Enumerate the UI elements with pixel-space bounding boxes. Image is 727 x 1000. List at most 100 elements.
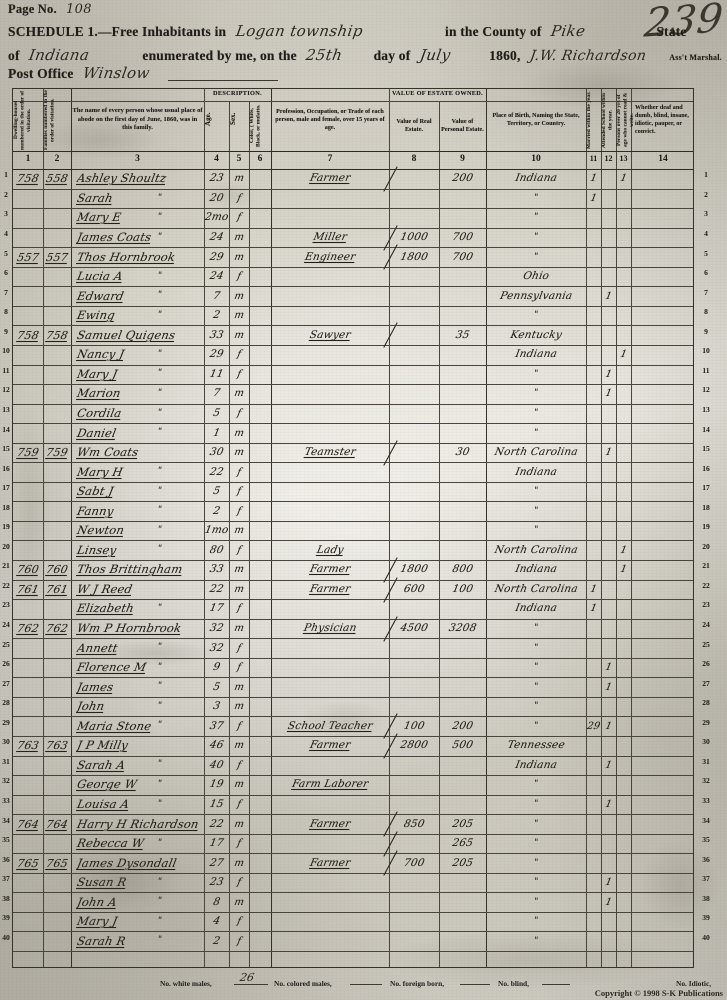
cell-age: 5 — [212, 485, 222, 498]
cell-occupation: Teamster — [303, 446, 357, 459]
cell-personal-estate: 700 — [451, 250, 475, 263]
cell-name: Ashley Shoultz — [75, 171, 168, 186]
column-header-3: The name of every person whose usual pla… — [72, 107, 203, 132]
cell-birthplace: Kentucky — [509, 328, 564, 341]
cell-sex: f — [236, 505, 243, 517]
column-header-8: Value of Real Estate. — [396, 118, 432, 133]
name-ditto-mark: " — [156, 309, 163, 320]
cell-dwelling: 764 — [16, 817, 41, 831]
cell-family: 759 — [45, 446, 70, 460]
cell-birthplace: Indiana — [514, 348, 559, 361]
column-number-8: 8 — [411, 154, 417, 164]
cell-sex: m — [233, 447, 246, 459]
value-slash-mark — [383, 733, 399, 759]
column-divider-3 — [204, 89, 205, 967]
row-divider — [13, 540, 693, 542]
cell-name: Linsey — [75, 542, 118, 557]
cell-age: 2 — [212, 934, 222, 947]
cell-birthplace: " — [533, 623, 539, 634]
enumeration-line: of Indiana enumerated by me, on the 25th… — [8, 46, 722, 64]
row-divider — [13, 227, 693, 229]
row-divider — [13, 579, 693, 581]
cell-sex: f — [236, 486, 243, 498]
cell-sex: m — [233, 623, 246, 635]
summary-footer: No. white males, 26 No. colored males, N… — [12, 968, 711, 994]
column-divider-13 — [631, 89, 632, 967]
value-slash-mark — [383, 166, 399, 192]
cell-name: Nancy J — [75, 347, 126, 362]
cell-birthplace: " — [533, 525, 539, 536]
cell-sex: m — [233, 427, 246, 439]
column-header-6: Color, { White, Black, or mulatto. — [249, 104, 262, 148]
cell-personal-estate: 3208 — [447, 622, 478, 635]
cell-personal-estate: 265 — [451, 837, 475, 850]
value-slash-mark — [383, 576, 399, 603]
cell-sex: f — [236, 368, 243, 380]
row-divider — [13, 560, 693, 561]
cell-birthplace: Indiana — [514, 563, 559, 576]
cell-sex: f — [236, 192, 243, 204]
cell-sex: f — [236, 720, 243, 732]
column-header-11: Married within the year. — [586, 91, 592, 149]
day-label: day of — [373, 48, 411, 63]
cell-name: Lucia A — [75, 269, 125, 284]
page-no-label: Page No. — [8, 2, 57, 16]
cell-sex: m — [233, 857, 246, 869]
cell-age: 5 — [212, 406, 222, 419]
cell-age: 22 — [208, 817, 225, 830]
cell-sex: m — [233, 896, 246, 908]
cell-sex: f — [236, 466, 243, 478]
column-number-13: 13 — [619, 154, 628, 163]
cell-sex: m — [233, 290, 246, 302]
cell-birthplace: North Carolina — [493, 582, 579, 595]
cell-age: 32 — [208, 641, 225, 654]
name-ditto-mark: " — [156, 348, 163, 359]
cell-age: 2 — [212, 504, 222, 517]
county-label: in the County of — [445, 24, 542, 39]
cell-age: 40 — [208, 758, 225, 771]
column-number-7: 7 — [327, 154, 333, 164]
cell-dwelling: 557 — [16, 250, 41, 264]
cell-sex: m — [233, 701, 246, 713]
cell-name: Rebecca W — [75, 836, 146, 851]
row-divider — [13, 520, 693, 522]
row-divider — [13, 833, 693, 835]
header-rule — [13, 151, 693, 152]
cell-age: 24 — [208, 270, 225, 283]
cell-dwelling: 758 — [16, 172, 41, 186]
cell-dwelling: 758 — [16, 328, 41, 342]
cell-occupation: Engineer — [303, 250, 357, 263]
column-header-12: Attended School within the year. — [601, 92, 614, 148]
row-divider — [13, 716, 693, 718]
cell-sex: f — [236, 916, 243, 928]
cell-sex: f — [236, 798, 243, 810]
cell-name: Fanny — [75, 503, 115, 518]
cell-sex: f — [236, 603, 243, 615]
cell-name: James Dysondall — [75, 855, 178, 870]
cell-family: 762 — [45, 622, 70, 636]
name-ditto-mark: " — [156, 915, 163, 926]
row-divider — [13, 618, 693, 620]
column-divider-11 — [601, 89, 602, 967]
column-header-7: Profession, Occupation, or Trade of each… — [275, 108, 385, 132]
cell-age: 80 — [208, 543, 225, 556]
blind-label: No. blind, — [498, 979, 530, 988]
cell-name: Florence M — [75, 660, 148, 675]
cell-sex: m — [233, 251, 246, 263]
value-slash-mark — [383, 831, 399, 857]
row-divider — [13, 951, 693, 952]
cell-name: Sarah — [75, 190, 115, 205]
value-slash-mark — [383, 557, 399, 583]
cell-occupation: Sawyer — [308, 328, 352, 341]
row-divider — [13, 462, 693, 464]
cell-name: Thos Brittingham — [75, 562, 184, 577]
cell-sex: m — [233, 740, 246, 752]
cell-occupation: Farmer — [308, 856, 352, 869]
cell-personal-estate: 205 — [451, 856, 475, 869]
column-number-4: 4 — [214, 154, 219, 164]
name-ditto-mark: " — [156, 700, 163, 711]
cell-sex: f — [236, 349, 243, 361]
cell-name: Thos Hornbrook — [75, 249, 177, 264]
cell-age: 20 — [208, 191, 225, 204]
